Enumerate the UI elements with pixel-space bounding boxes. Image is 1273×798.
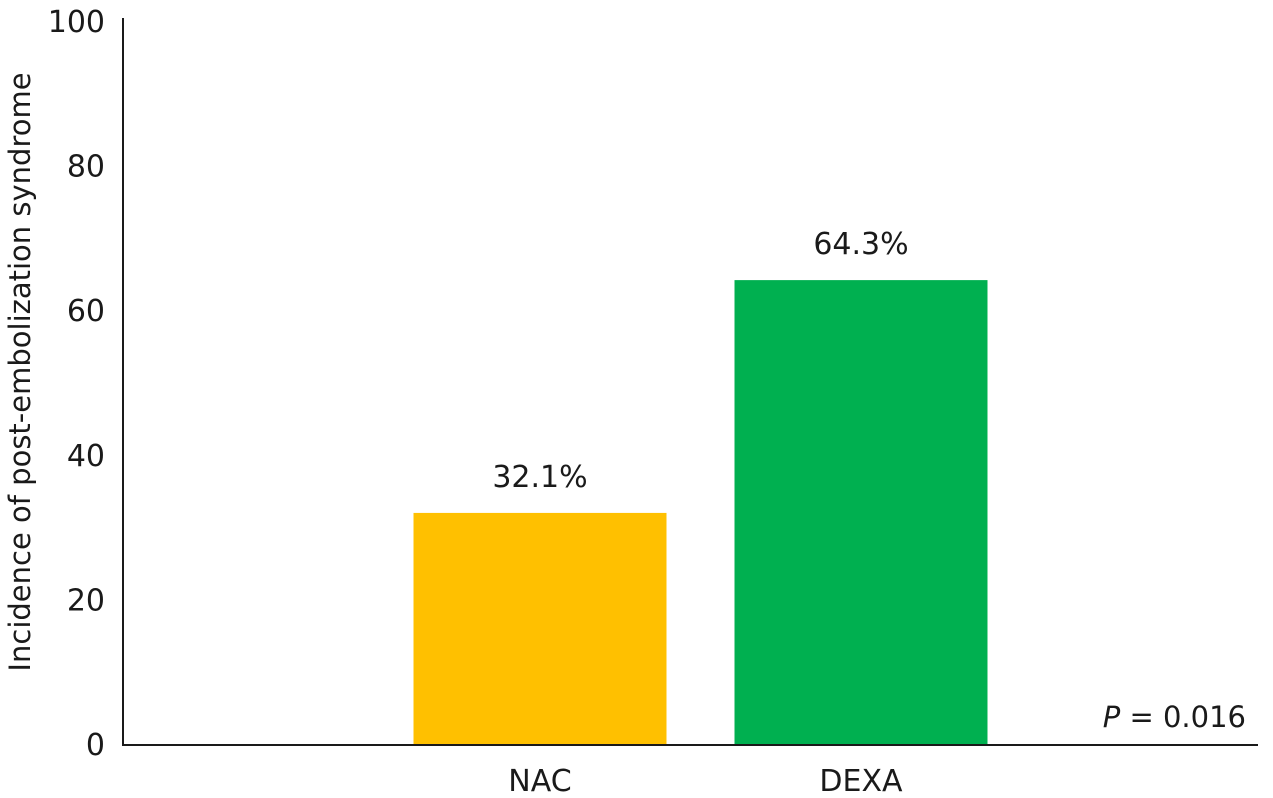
y-tick-label: 20 <box>67 583 105 618</box>
y-tick-label: 40 <box>67 439 105 474</box>
p-value-text: = 0.016 <box>1120 700 1246 734</box>
x-tick-labels: NAC DEXA <box>508 764 903 798</box>
y-tick-labels: 0 20 40 60 80 100 <box>48 5 105 763</box>
x-tick-label-nac: NAC <box>508 764 571 798</box>
y-axis-label: Incidence of post-embolization syndrome <box>3 72 37 671</box>
p-value-annotation: P = 0.016 <box>1103 700 1246 734</box>
data-label-dexa: 64.3% <box>813 227 908 262</box>
bars <box>413 280 988 745</box>
data-labels: 32.1% 64.3% <box>492 227 908 495</box>
y-tick-label: 80 <box>67 150 105 185</box>
p-value-symbol: P <box>1103 700 1121 734</box>
y-tick-label: 0 <box>86 728 105 763</box>
bar-dexa <box>734 280 988 745</box>
y-tick-label: 60 <box>67 294 105 329</box>
data-label-nac: 32.1% <box>492 460 587 495</box>
bar-nac <box>413 512 667 745</box>
y-tick-label: 100 <box>48 5 105 40</box>
x-tick-label-dexa: DEXA <box>819 764 903 798</box>
